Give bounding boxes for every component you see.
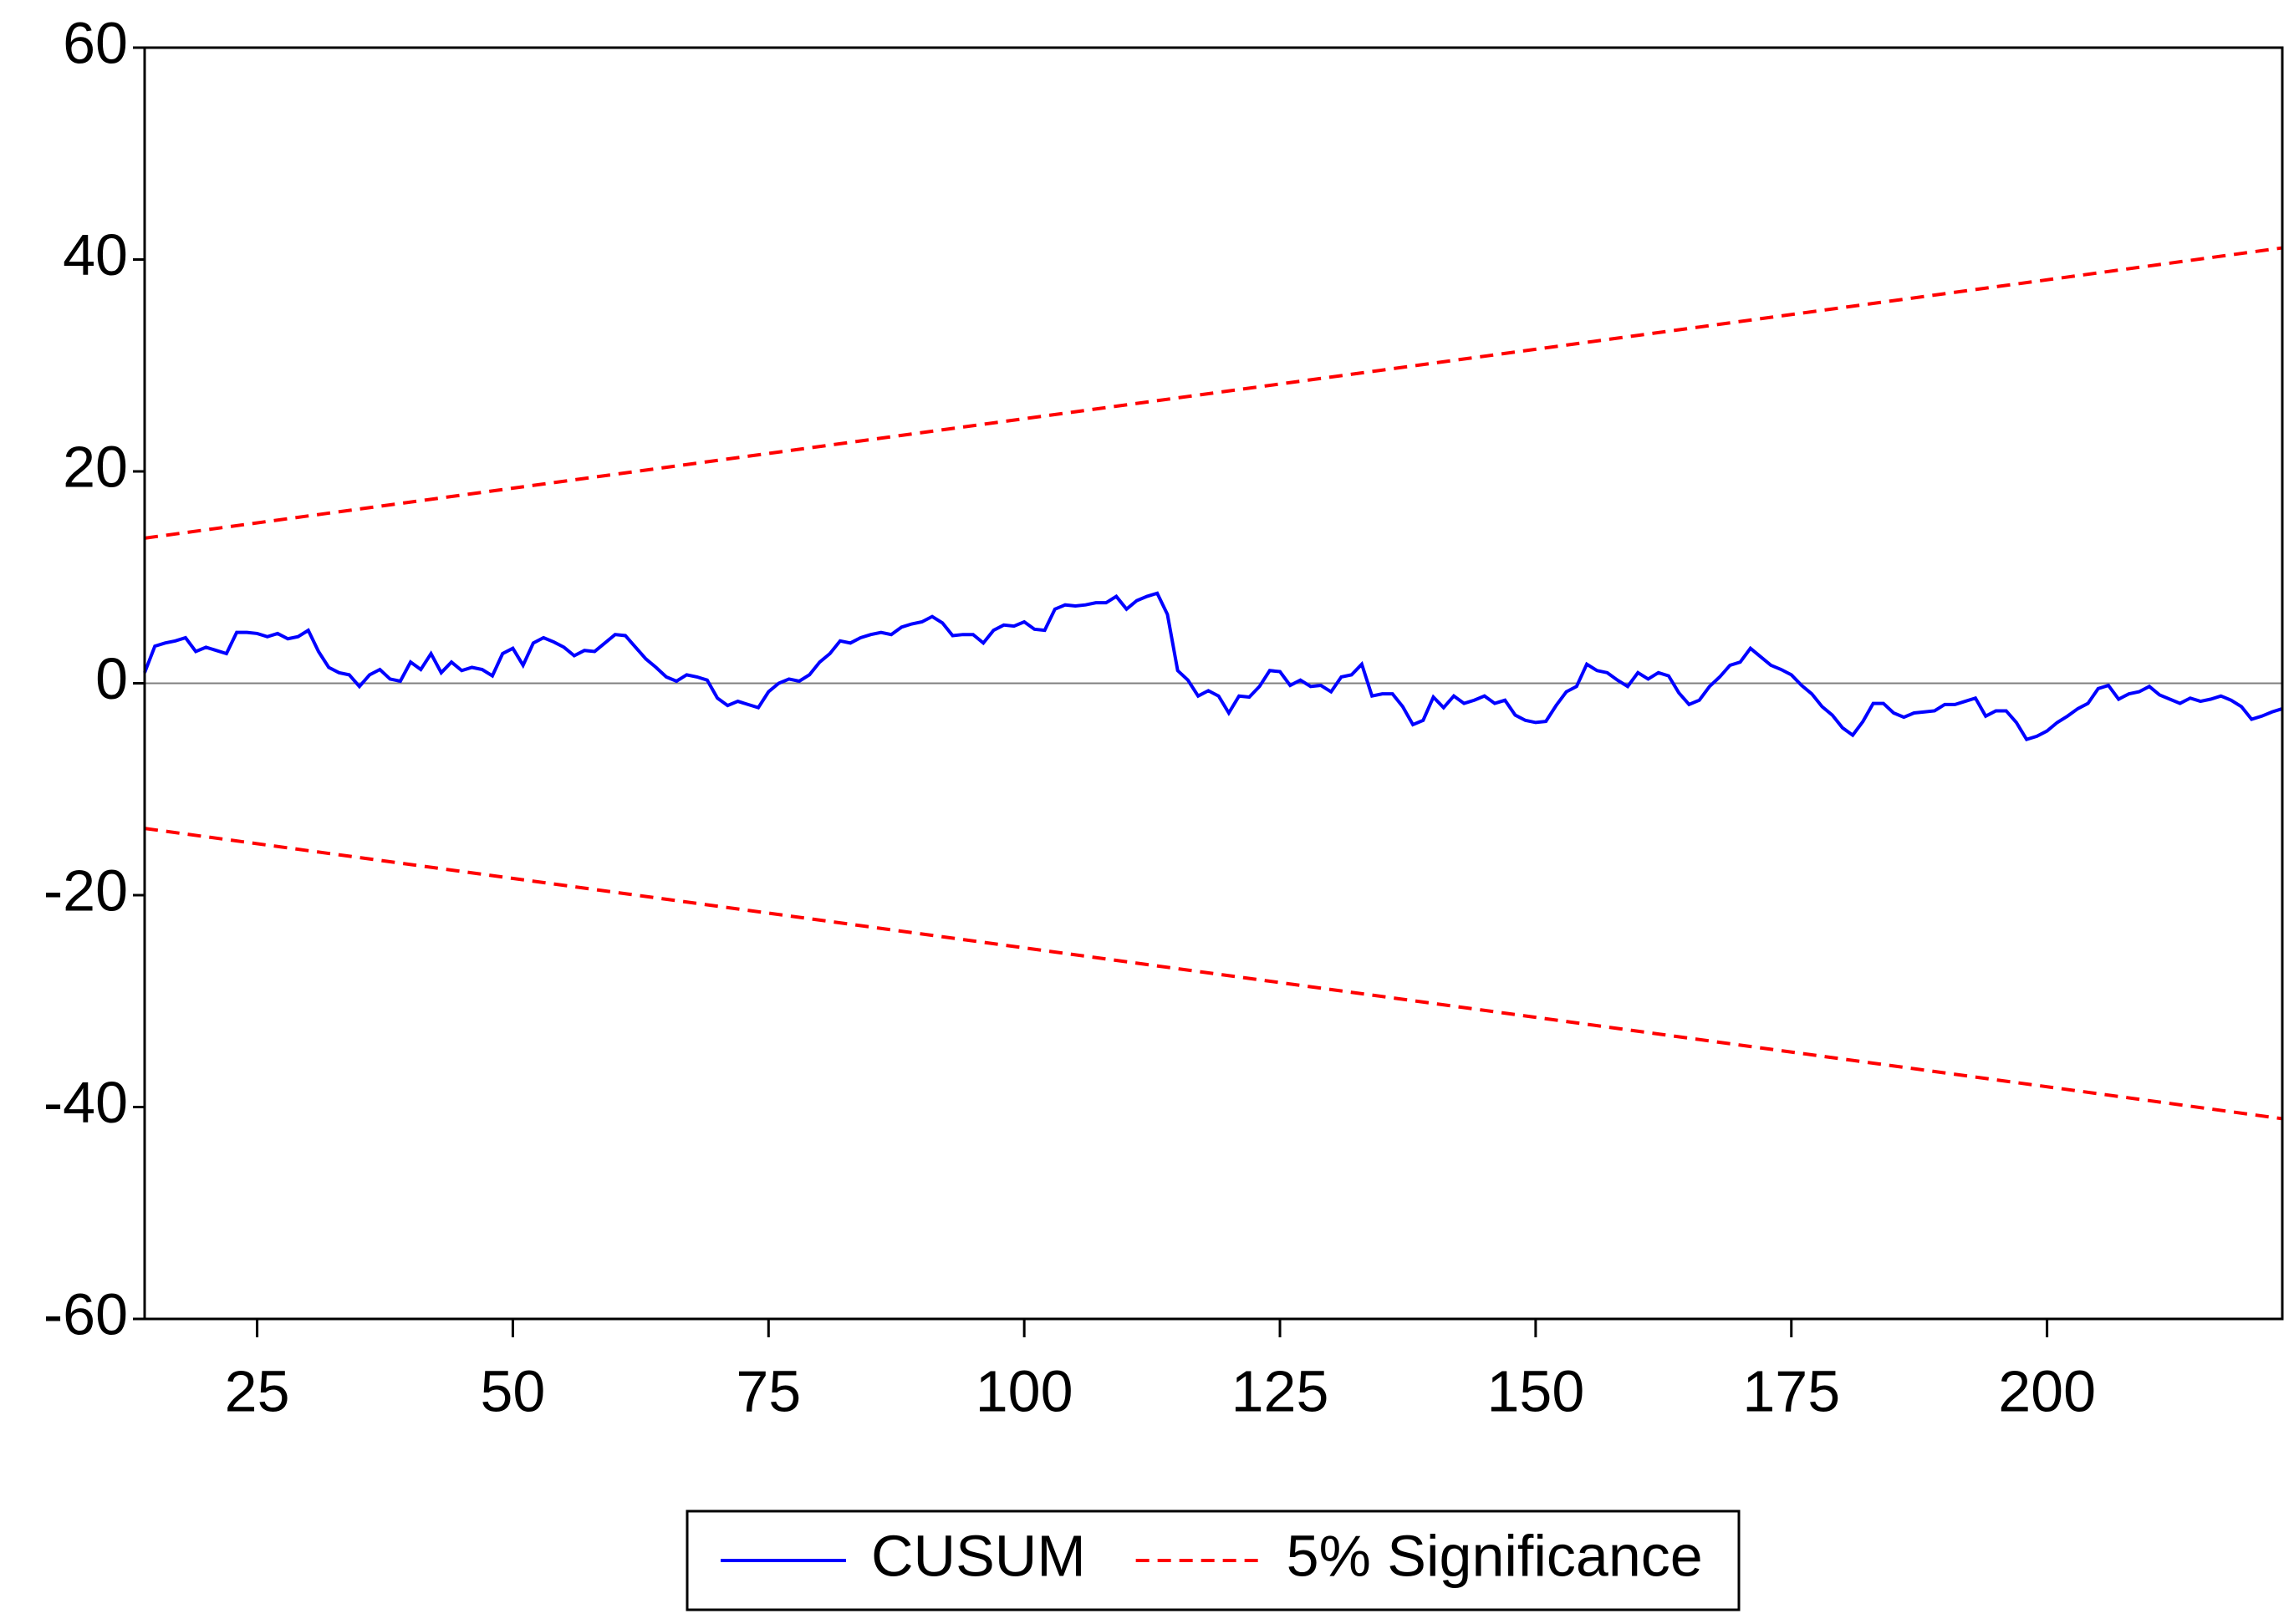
y-tick-label: 40: [63, 222, 128, 288]
x-tick-label: 200: [1998, 1358, 2096, 1423]
x-tick-label: 100: [976, 1358, 1073, 1423]
y-tick-label: -60: [43, 1281, 128, 1347]
x-tick-label: 25: [225, 1358, 290, 1423]
x-tick-label: 175: [1742, 1358, 1840, 1423]
series-line: [144, 246, 2283, 540]
legend-label: CUSUM: [871, 1523, 1086, 1588]
x-tick-label: 75: [736, 1358, 801, 1423]
y-tick-label: -20: [43, 858, 128, 923]
y-tick-label: -40: [43, 1070, 128, 1135]
x-tick-label: 125: [1231, 1358, 1329, 1423]
y-tick-label: 20: [63, 434, 128, 499]
plot-frame: [143, 46, 2284, 1321]
y-tick-label: 0: [95, 646, 128, 711]
legend-label: 5% Significance: [1287, 1523, 1703, 1588]
legend: CUSUM 5% Significance: [686, 1509, 1741, 1611]
y-tick-label: 60: [63, 10, 128, 75]
x-tick-label: 50: [481, 1358, 546, 1423]
series-line-lower: [144, 827, 2283, 1121]
x-tick-label: 150: [1486, 1358, 1584, 1423]
series-line: [143, 591, 2283, 742]
